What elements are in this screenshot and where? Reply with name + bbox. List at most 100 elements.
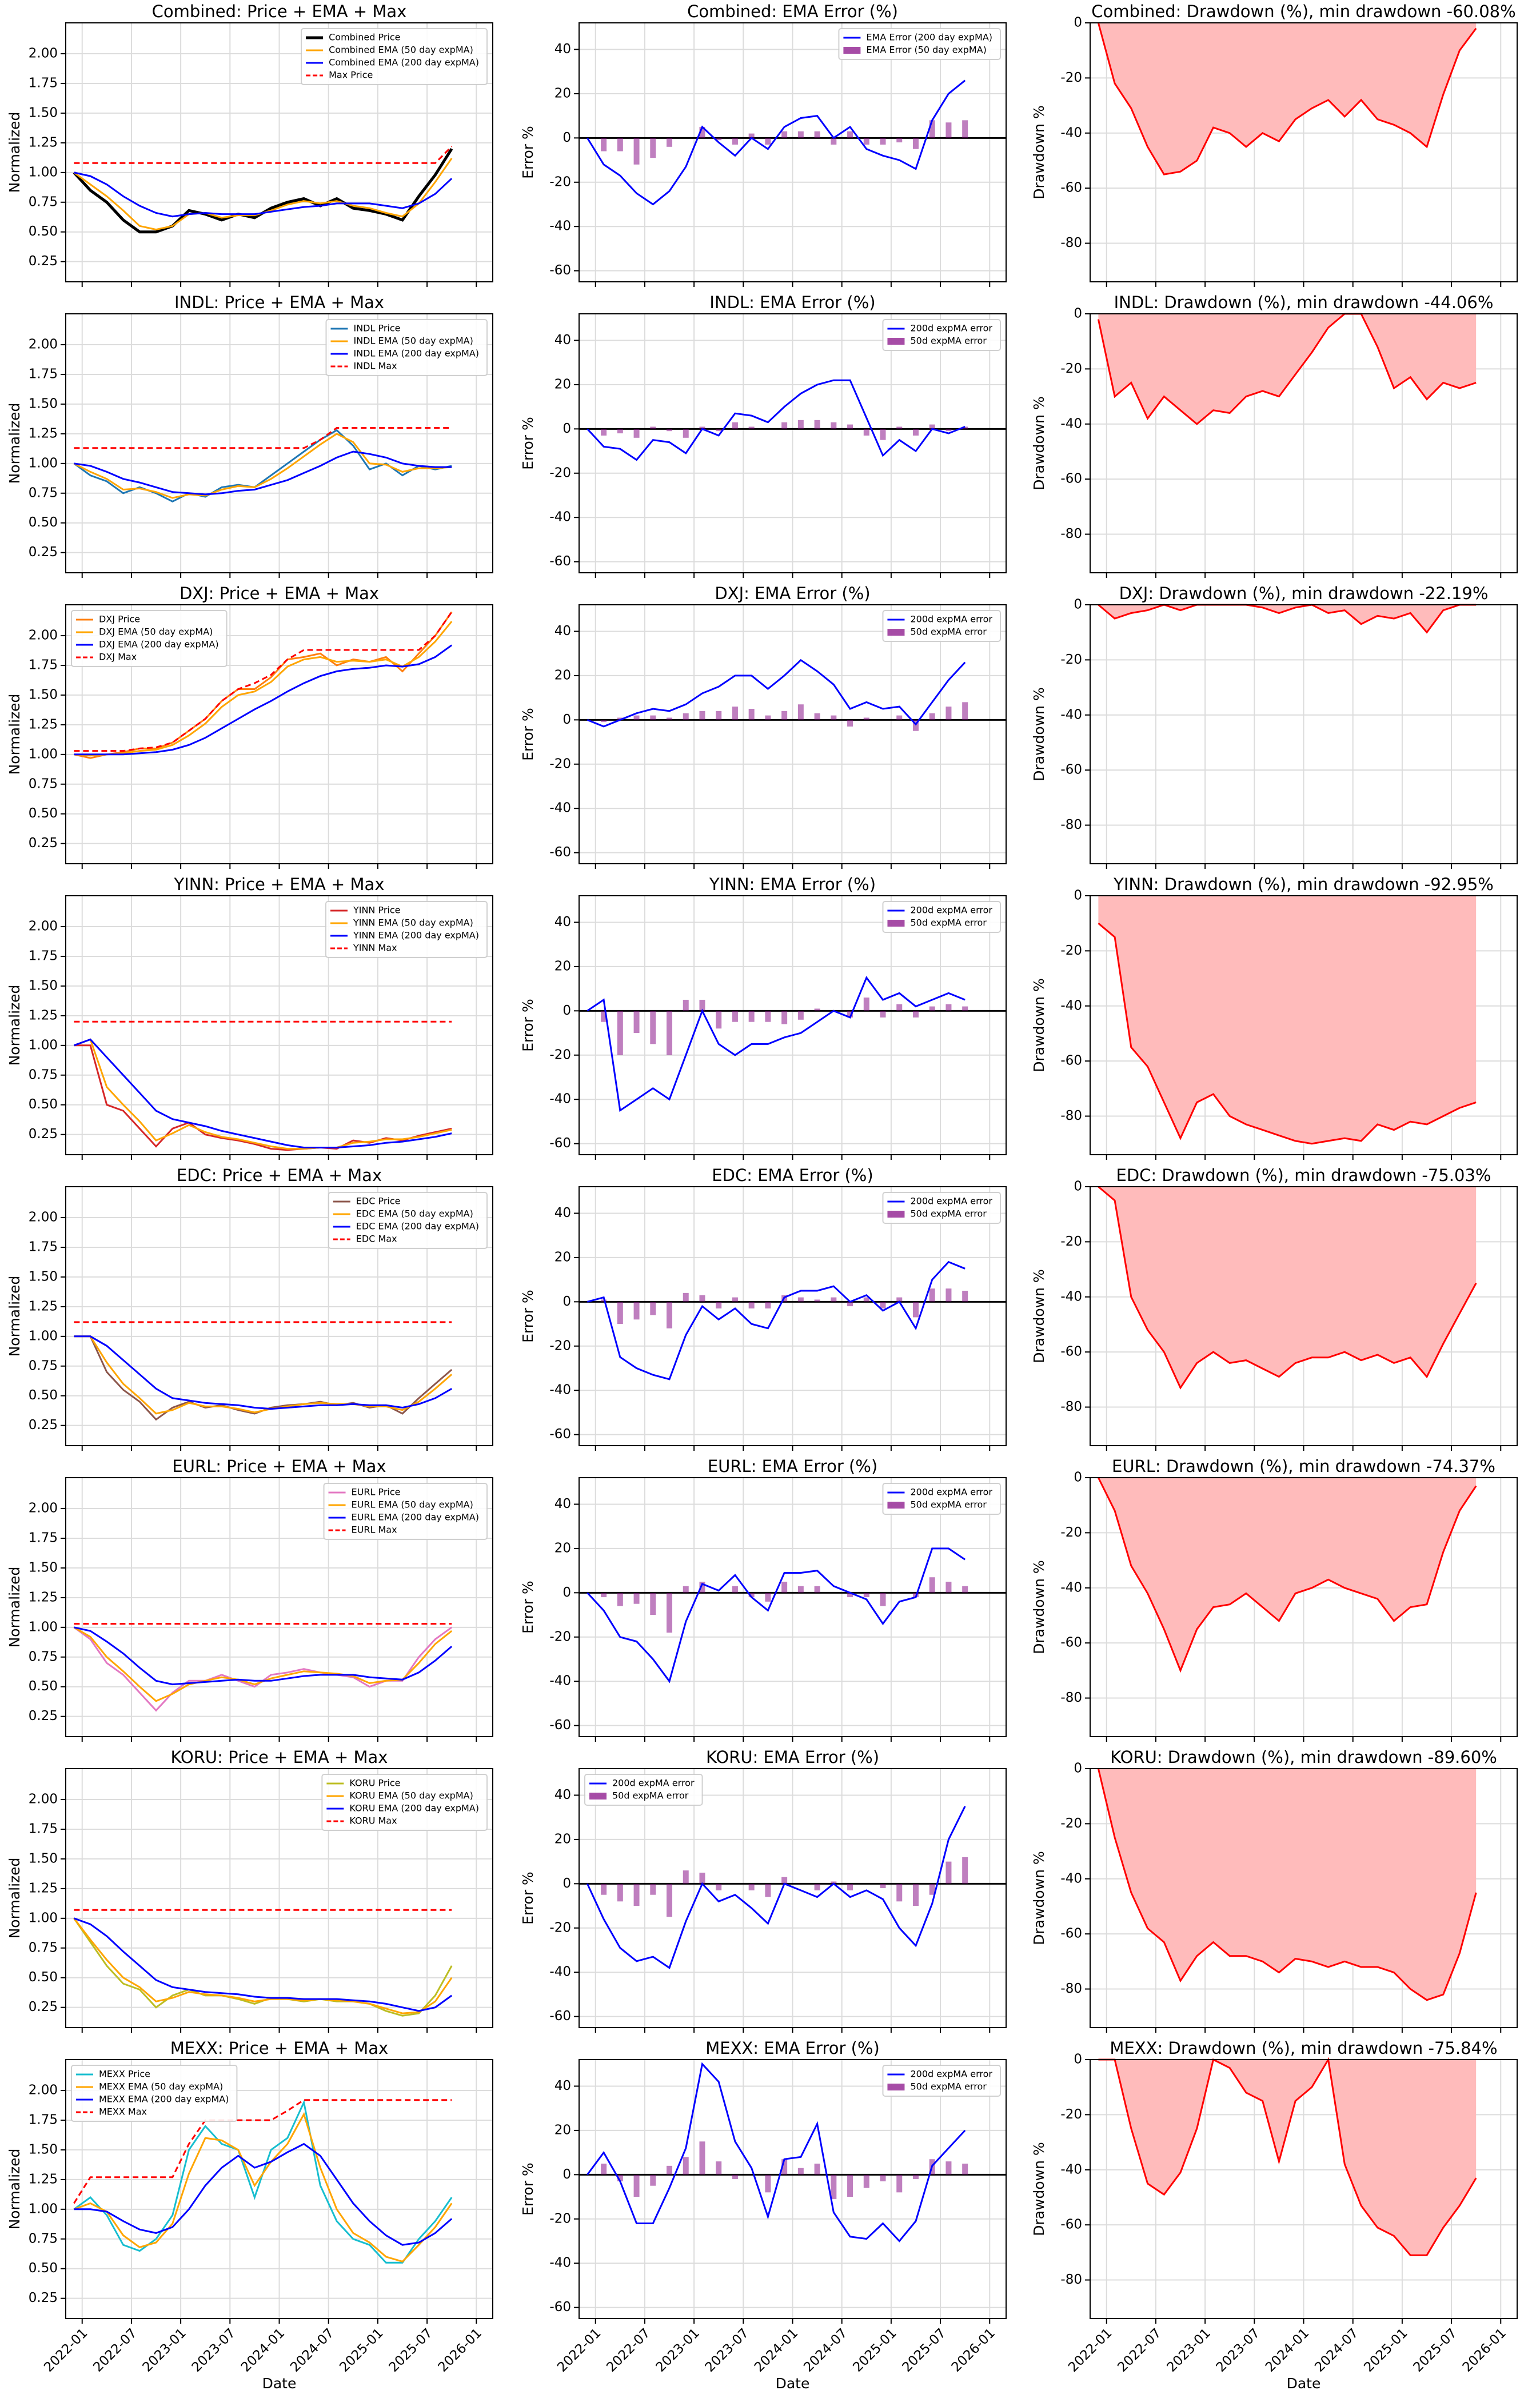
legend-label: DXJ EMA (50 day expMA) bbox=[99, 627, 213, 637]
drawdown-area bbox=[1098, 2060, 1477, 2256]
x-tick-label: 2022-07 bbox=[604, 2325, 653, 2375]
y-tick-label: 1.25 bbox=[29, 717, 58, 732]
y-tick-label: 0 bbox=[562, 712, 571, 727]
y-tick-label: 0 bbox=[562, 421, 571, 436]
y-tick-label: 0.50 bbox=[29, 1679, 58, 1694]
legend-label: YINN Price bbox=[353, 905, 401, 916]
y-tick-label: 1.00 bbox=[29, 1619, 58, 1634]
error-bar bbox=[814, 420, 820, 429]
error-line bbox=[587, 379, 966, 461]
error-bar bbox=[831, 1297, 837, 1302]
error-bar bbox=[896, 138, 903, 143]
error-bar bbox=[699, 426, 705, 429]
error-bar bbox=[633, 1593, 640, 1604]
error-bar bbox=[699, 126, 705, 138]
legend-label: MEXX Price bbox=[99, 2069, 150, 2080]
price-line bbox=[74, 621, 453, 757]
legend-swatch bbox=[843, 47, 861, 54]
price-line bbox=[73, 1038, 452, 1148]
chart-title: INDL: Drawdown (%), min drawdown -44.06% bbox=[1114, 293, 1494, 312]
error-bar bbox=[601, 429, 607, 436]
error-bar bbox=[650, 2174, 656, 2186]
y-tick-label: -40 bbox=[1060, 1871, 1082, 1886]
y-tick-label: -20 bbox=[549, 1338, 571, 1353]
error-bar bbox=[863, 717, 869, 720]
y-axis-label: Error % bbox=[520, 417, 536, 470]
chart-title: MEXX: Drawdown (%), min drawdown -75.84% bbox=[1110, 2038, 1497, 2058]
error-bar bbox=[797, 131, 804, 138]
drawdown-line bbox=[1098, 1186, 1477, 1390]
error-bar bbox=[683, 429, 689, 438]
axes-frame bbox=[65, 313, 493, 573]
y-tick-label: 0 bbox=[1074, 1179, 1082, 1194]
error-bar bbox=[847, 2174, 853, 2197]
legend-label: EURL Max bbox=[352, 1525, 397, 1535]
error-bar bbox=[797, 704, 804, 720]
drawdown-line bbox=[1098, 2057, 1477, 2256]
error-bar bbox=[765, 138, 771, 145]
chart-title: INDL: EMA Error (%) bbox=[709, 293, 875, 312]
legend-label: INDL Max bbox=[353, 361, 397, 372]
axes-frame bbox=[579, 22, 1007, 282]
y-tick-label: 2.00 bbox=[29, 1792, 58, 1807]
subplot: -60 -40 -20 0 20 40 DXJ: EMA Error (%) Error % 2… bbox=[520, 584, 1007, 869]
error-bar bbox=[929, 713, 935, 720]
error-bar bbox=[912, 2174, 919, 2180]
y-tick-label: -40 bbox=[549, 1674, 571, 1689]
y-tick-label: 1.50 bbox=[29, 978, 58, 993]
subplot: 0.25 0.50 0.75 1.00 1.25 1.50 1.75 2.00 KORU: Pr… bbox=[6, 1747, 493, 2033]
drawdown-area bbox=[1098, 1478, 1477, 1671]
error-bar bbox=[765, 1302, 771, 1308]
error-bar bbox=[962, 120, 968, 138]
y-tick-label: -60 bbox=[549, 1427, 571, 1442]
x-tick-label: 2023-07 bbox=[1214, 2325, 1263, 2375]
y-tick-label: 0 bbox=[1074, 2052, 1082, 2067]
price-line bbox=[73, 1917, 453, 2012]
y-tick-label: 1.50 bbox=[29, 1851, 58, 1866]
legend-label: 200d expMA error bbox=[910, 614, 992, 625]
legend-swatch bbox=[589, 1793, 607, 1800]
x-tick-label: 2025-01 bbox=[337, 2325, 386, 2375]
y-tick-label: -80 bbox=[1060, 1399, 1082, 1414]
y-tick-label: 0 bbox=[562, 1585, 571, 1600]
error-bar bbox=[683, 2157, 689, 2175]
legend-label: EMA Error (50 day expMA) bbox=[866, 45, 986, 55]
y-tick-label: 0.25 bbox=[29, 254, 58, 269]
legend-box bbox=[882, 1483, 1001, 1515]
axes-frame bbox=[579, 313, 1007, 573]
subplot: -80 -60 -40 -20 0 KORU: Drawdown (%), min dra… bbox=[1031, 1747, 1518, 2033]
y-tick-label: 20 bbox=[554, 959, 571, 973]
error-bar bbox=[667, 717, 673, 720]
y-tick-label: -20 bbox=[1060, 2107, 1082, 2122]
error-bar bbox=[912, 1302, 919, 1318]
error-bar bbox=[765, 1593, 771, 1602]
legend-label: DXJ EMA (200 day expMA) bbox=[99, 639, 219, 650]
legend-label: MEXX EMA (200 day expMA) bbox=[99, 2094, 229, 2105]
error-bar bbox=[732, 707, 738, 720]
chart-title: MEXX: EMA Error (%) bbox=[705, 2038, 880, 2058]
error-bar bbox=[880, 1011, 886, 1018]
x-tick-label: 2022-07 bbox=[90, 2325, 139, 2375]
y-tick-label: 1.75 bbox=[29, 366, 58, 381]
error-bar bbox=[748, 1884, 755, 1890]
subplot: -80 -60 -40 -20 0 INDL: Drawdown (%), min dra… bbox=[1031, 293, 1518, 578]
x-tick-label: 2022-01 bbox=[41, 2325, 90, 2375]
x-tick-label: 2022-01 bbox=[1066, 2325, 1115, 2375]
y-tick-label: 0.25 bbox=[29, 1127, 58, 1142]
y-tick-label: 40 bbox=[554, 1206, 571, 1220]
y-tick-label: -60 bbox=[549, 263, 571, 278]
error-bar bbox=[880, 429, 886, 440]
legend-label: EURL EMA (200 day expMA) bbox=[352, 1512, 479, 1523]
x-tick-label: 2024-07 bbox=[1312, 2325, 1361, 2375]
legend-box bbox=[325, 319, 488, 376]
legend-label: Combined EMA (200 day expMA) bbox=[329, 57, 479, 68]
y-tick-label: -80 bbox=[1060, 2272, 1082, 2287]
y-tick-label: 0.25 bbox=[29, 2000, 58, 2014]
legend-label: EDC Price bbox=[356, 1196, 401, 1207]
y-tick-label: 0.75 bbox=[29, 1649, 58, 1664]
error-bar bbox=[962, 1586, 968, 1593]
